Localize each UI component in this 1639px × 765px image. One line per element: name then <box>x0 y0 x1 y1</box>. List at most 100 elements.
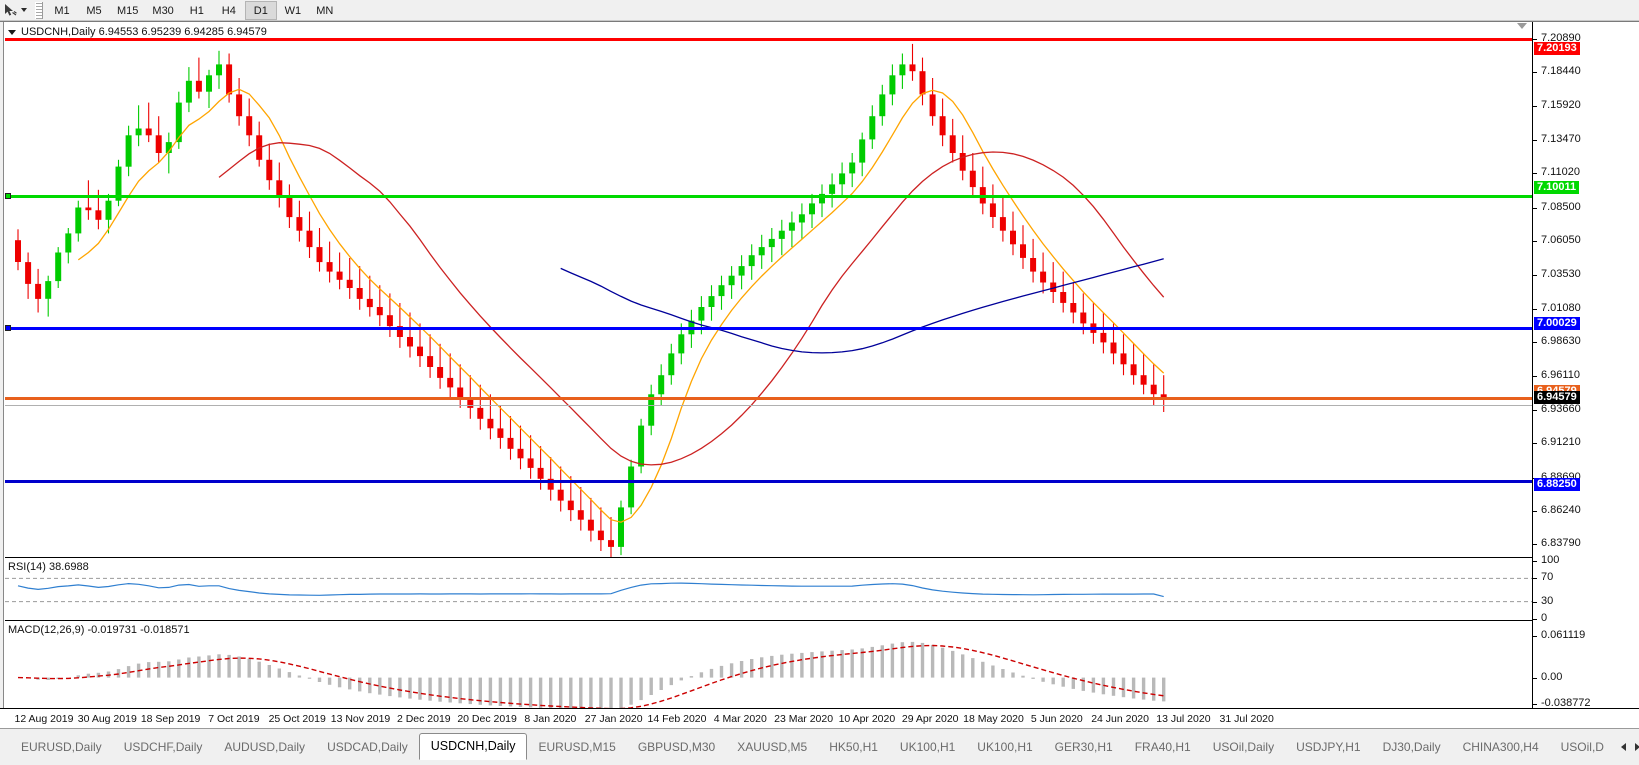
timeframe-m1[interactable]: M1 <box>54 4 70 17</box>
timeframe-m15[interactable]: M15 <box>117 4 139 17</box>
price-scale-label: 7.20890 <box>1541 31 1581 44</box>
date-axis-label: 30 Aug 2019 <box>77 713 137 725</box>
rsi-scale-label: 30 <box>1541 594 1554 607</box>
price-tick <box>1533 240 1537 242</box>
date-axis-label: 18 Sep 2019 <box>140 713 201 725</box>
chart-tab-ger30-h1[interactable]: GER30,H1 <box>1054 739 1113 754</box>
date-axis-label: 31 Jul 2020 <box>1219 713 1274 725</box>
level-line-current-orange[interactable] <box>5 397 1532 400</box>
price-tick <box>1533 72 1537 73</box>
price-tick <box>1533 308 1537 310</box>
drag-handle-icon[interactable] <box>35 1 43 19</box>
price-scale-label: 7.03530 <box>1541 268 1581 281</box>
price-scale-label: 6.91210 <box>1541 436 1581 449</box>
timeframe-m30[interactable]: M30 <box>152 4 174 17</box>
price-chip-6.88250[interactable]: 6.88250 <box>1534 477 1580 491</box>
cursor-tool-group[interactable] <box>0 0 31 20</box>
price-scale-label: 7.13470 <box>1541 132 1581 145</box>
chevron-down-icon[interactable] <box>1517 23 1527 29</box>
macd-pane[interactable]: MACD(12,26,9) -0.019731 -0.018571 <box>5 622 1532 708</box>
macd-tick <box>1533 677 1537 679</box>
chart-tab-hk50-h1[interactable]: HK50,H1 <box>829 739 878 754</box>
timeframe-h4[interactable]: H4 <box>221 4 236 17</box>
chart-toolbar: M1 M5 M15 M30 H1 H4 D1 W1 MN <box>0 0 1639 21</box>
level-anchor-support-blue[interactable] <box>5 325 11 331</box>
chart-tab-eurusd-m15[interactable]: EURUSD,M15 <box>538 739 616 754</box>
chart-tab-dj30-daily[interactable]: DJ30,Daily <box>1382 739 1441 754</box>
chart-tab-fra40-h1[interactable]: FRA40,H1 <box>1134 739 1191 754</box>
rsi-scale-label: 70 <box>1541 571 1554 584</box>
chart-tab-usdjpy-h1[interactable]: USDJPY,H1 <box>1296 739 1361 754</box>
date-axis-label: 10 Apr 2020 <box>838 713 896 725</box>
date-axis-label: 5 Jun 2020 <box>1030 713 1083 725</box>
level-line-resistance-green[interactable] <box>5 195 1532 198</box>
timeframe-h1[interactable]: H1 <box>189 4 204 17</box>
price-tick <box>1533 139 1537 141</box>
pane-left-gutter <box>0 22 4 709</box>
chart-tab-usdcad-daily[interactable]: USDCAD,Daily <box>327 739 408 754</box>
price-pane[interactable]: USDCNH,Daily 6.94553 6.95239 6.94285 6.9… <box>5 22 1532 558</box>
timeframe-m5[interactable]: M5 <box>86 4 102 17</box>
timeframe-d1[interactable]: D1 <box>244 0 277 20</box>
price-tick <box>1533 544 1537 546</box>
price-scale-label: 6.98630 <box>1541 335 1581 348</box>
date-axis-label: 2 Dec 2019 <box>396 713 451 725</box>
level-line-resistance-red[interactable] <box>5 38 1532 41</box>
level-line-support-navy[interactable] <box>5 480 1532 483</box>
date-axis-label: 24 Jun 2020 <box>1091 713 1149 725</box>
date-axis-label: 4 Mar 2020 <box>713 713 767 725</box>
level-line-bid-gray[interactable] <box>5 405 1532 406</box>
price-scale-axis[interactable]: 7.20890 7.18440 7.15920 7.13470 7.11020 7.085… <box>1532 22 1639 709</box>
scroll-left-icon[interactable] <box>1620 743 1626 751</box>
ohlc-header: USDCNH,Daily 6.94553 6.95239 6.94285 6.9… <box>8 26 267 38</box>
scroll-right-icon[interactable] <box>1634 743 1639 751</box>
chart-tab-usdcnh-daily[interactable]: USDCNH,Daily <box>418 732 528 760</box>
crosshair-cursor-icon[interactable] <box>3 3 18 18</box>
price-tick <box>1533 511 1537 512</box>
rsi-scale-label: 100 <box>1541 554 1560 566</box>
price-scale-label: 7.18440 <box>1541 65 1581 77</box>
macd-tick <box>1533 704 1537 705</box>
price-tick <box>1533 376 1537 378</box>
price-chip-7.10011[interactable]: 7.10011 <box>1534 180 1580 194</box>
chart-tab-usoil-d[interactable]: USOil,D <box>1560 739 1604 754</box>
level-anchor-resistance-green[interactable] <box>5 193 11 199</box>
date-axis-label: 23 Mar 2020 <box>774 713 834 725</box>
rsi-scale-label: 0 <box>1541 612 1548 624</box>
timeframe-mn[interactable]: MN <box>316 4 334 17</box>
date-axis-label: 8 Jan 2020 <box>524 713 577 725</box>
macd-scale-label: 0.00 <box>1541 670 1563 683</box>
rsi-pane[interactable]: RSI(14) 38.6988 <box>5 559 1532 621</box>
macd-chart-canvas <box>17 641 1166 708</box>
chart-tab-eurusd-daily[interactable]: EURUSD,Daily <box>21 739 102 754</box>
chart-tab-uk100-h1[interactable]: UK100,H1 <box>977 739 1033 754</box>
date-axis-label: 7 Oct 2019 <box>208 713 260 725</box>
macd-tick <box>1533 636 1537 637</box>
chart-tab-xauusd-m5[interactable]: XAUUSD,M5 <box>737 739 808 754</box>
price-scale-label: 6.93660 <box>1541 402 1581 415</box>
price-tick <box>1533 38 1537 40</box>
price-chip-7.20193[interactable]: 7.20193 <box>1534 42 1580 56</box>
chart-tab-uk100-h1[interactable]: UK100,H1 <box>899 739 956 754</box>
date-axis-label: 29 Apr 2020 <box>901 713 959 725</box>
rsi-chart-canvas <box>5 577 1532 603</box>
price-scale-label: 7.01080 <box>1541 301 1581 314</box>
macd-scale-label: -0.038772 <box>1541 697 1591 709</box>
chart-tab-usdchf-daily[interactable]: USDCHF,Daily <box>123 739 203 754</box>
timeframe-w1[interactable]: W1 <box>284 4 302 17</box>
chart-area[interactable]: USDCNH,Daily 6.94553 6.95239 6.94285 6.9… <box>0 21 1639 709</box>
price-tick <box>1533 106 1537 108</box>
price-scale-label: 7.15920 <box>1541 99 1581 112</box>
date-axis-label: 12 Aug 2019 <box>14 713 74 725</box>
chevron-down-icon[interactable] <box>8 29 16 35</box>
chart-tab-audusd-daily[interactable]: AUDUSD,Daily <box>224 739 306 754</box>
chart-tab-usoil-daily[interactable]: USOil,Daily <box>1212 739 1275 754</box>
chart-tab-gbpusd-m30[interactable]: GBPUSD,M30 <box>637 739 716 754</box>
chart-tab-china300-h4[interactable]: CHINA300,H4 <box>1462 739 1539 754</box>
level-line-support-blue[interactable] <box>5 327 1532 330</box>
tab-scroll-controls <box>1620 743 1639 751</box>
price-chip-7.00029[interactable]: 7.00029 <box>1534 317 1580 330</box>
price-scale-label: 6.83790 <box>1541 537 1581 550</box>
chevron-down-icon[interactable] <box>18 2 29 18</box>
price-chip-6.94579[interactable]: 6.94579 <box>1534 391 1580 405</box>
